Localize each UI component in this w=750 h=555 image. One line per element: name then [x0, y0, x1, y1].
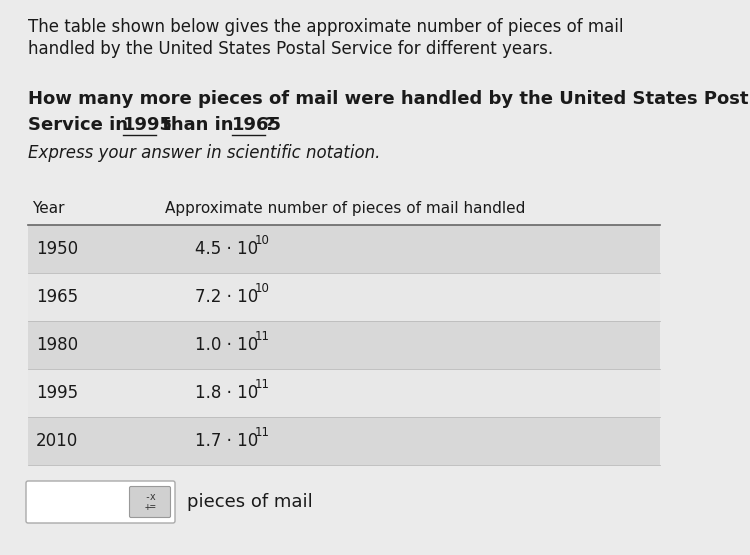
Text: 4.5 · 10: 4.5 · 10: [195, 240, 258, 258]
Text: Express your answer in scientific notation.: Express your answer in scientific notati…: [28, 144, 380, 162]
Bar: [28, 321, 660, 369]
Text: 1980: 1980: [36, 336, 78, 354]
Text: The table shown below gives the approximate number of pieces of mail: The table shown below gives the approxim…: [28, 18, 623, 36]
Text: handled by the United States Postal Service for different years.: handled by the United States Postal Serv…: [28, 40, 553, 58]
Text: -x
+=: -x +=: [144, 492, 156, 512]
Text: Year: Year: [32, 201, 64, 216]
Text: ?: ?: [265, 116, 275, 134]
Text: 11: 11: [255, 426, 270, 438]
Bar: [28, 417, 660, 465]
Text: 10: 10: [255, 234, 270, 246]
FancyBboxPatch shape: [130, 487, 170, 517]
Text: pieces of mail: pieces of mail: [187, 493, 313, 511]
Text: 1.8 · 10: 1.8 · 10: [195, 384, 258, 402]
Bar: [28, 273, 660, 321]
Text: than in: than in: [156, 116, 240, 134]
Text: 1.7 · 10: 1.7 · 10: [195, 432, 258, 450]
Text: 1965: 1965: [36, 288, 78, 306]
Text: 2010: 2010: [36, 432, 78, 450]
Text: 1965: 1965: [232, 116, 282, 134]
Text: 11: 11: [255, 377, 270, 391]
Bar: [28, 225, 660, 273]
Bar: [28, 369, 660, 417]
Text: 1.0 · 10: 1.0 · 10: [195, 336, 258, 354]
Text: Approximate number of pieces of mail handled: Approximate number of pieces of mail han…: [165, 201, 525, 216]
Text: 10: 10: [255, 281, 270, 295]
Text: 1995: 1995: [36, 384, 78, 402]
Text: 1995: 1995: [123, 116, 173, 134]
Text: Service in: Service in: [28, 116, 134, 134]
Text: 11: 11: [255, 330, 270, 342]
Text: 1950: 1950: [36, 240, 78, 258]
Text: 7.2 · 10: 7.2 · 10: [195, 288, 258, 306]
Text: How many more pieces of mail were handled by the United States Post: How many more pieces of mail were handle…: [28, 90, 748, 108]
FancyBboxPatch shape: [26, 481, 175, 523]
